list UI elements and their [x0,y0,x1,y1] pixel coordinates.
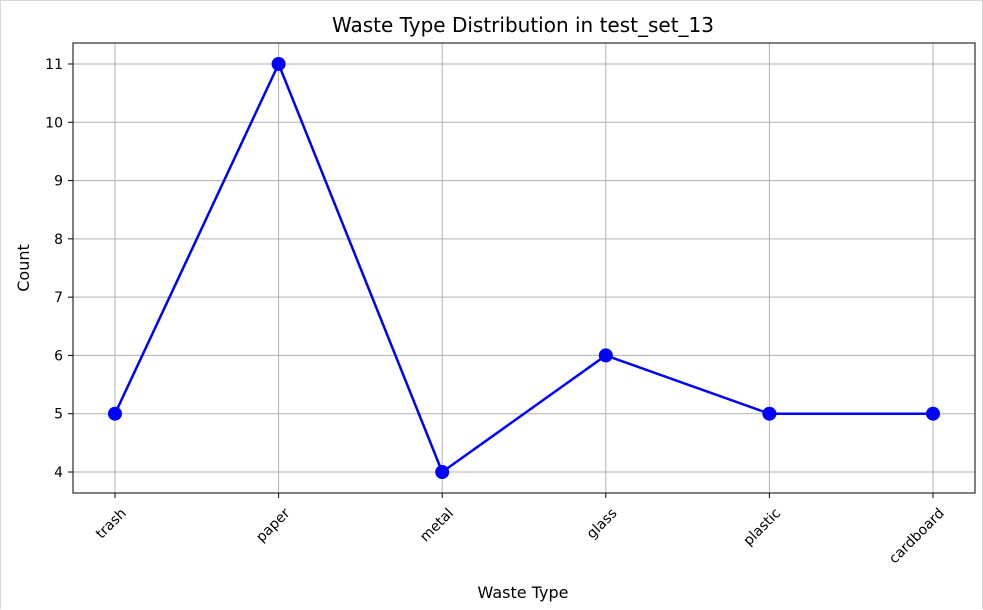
plot-frame [72,42,976,494]
x-tick-label: glass [584,505,621,542]
grid-layer [73,43,975,493]
data-point-marker [435,465,450,480]
y-tick-label: 5 [54,407,63,423]
y-tick-label: 6 [54,348,63,364]
series-layer [108,56,940,480]
y-tick-label: 9 [54,174,63,190]
y-tick-label: 7 [54,290,63,306]
x-axis-label: Waste Type [478,583,569,602]
data-point-marker [271,56,286,71]
y-tick-label: 10 [45,115,63,131]
x-tick-label: trash [93,505,130,542]
ticks-layer: 4 5 6 7 8 9 10 11 trash paper metal glass plastic car… [45,57,948,567]
x-tick-label: plastic [741,505,785,549]
y-axis-label: Count [14,244,33,292]
axes-layer [72,42,976,494]
y-tick-label: 8 [54,232,63,248]
y-tick-label: 11 [45,57,63,73]
x-tick-label: cardboard [886,505,948,567]
x-tick-label: metal [417,505,457,545]
x-tick-label: paper [253,505,293,545]
chart-title: Waste Type Distribution in test_set_13 [332,13,714,37]
data-point-marker [108,406,122,421]
y-tick-label: 4 [54,465,63,481]
series-line [113,62,933,474]
data-point-marker [762,406,777,421]
data-point-marker [926,406,940,421]
data-point-marker [598,348,613,363]
